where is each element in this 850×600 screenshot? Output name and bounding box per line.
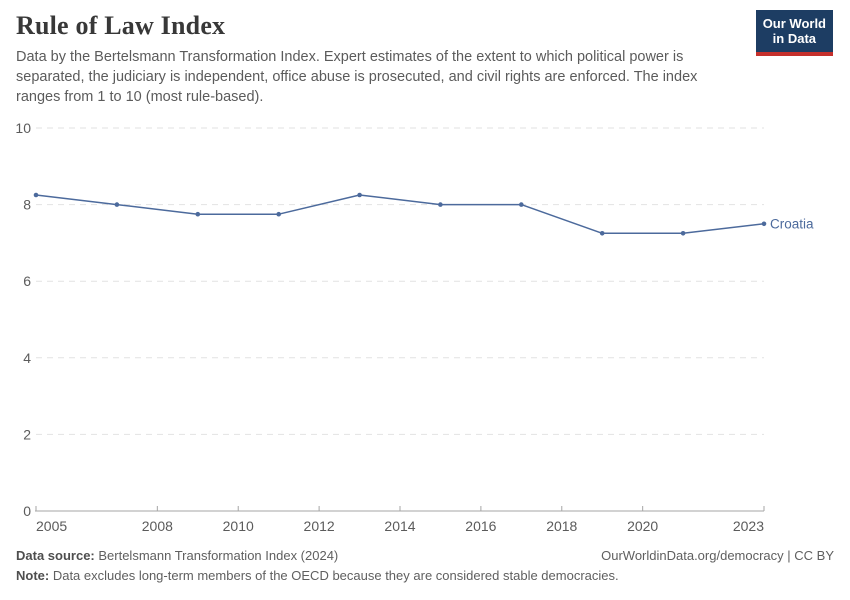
owid-logo[interactable]: Our World in Data bbox=[755, 10, 833, 56]
data-point[interactable] bbox=[357, 192, 362, 198]
data-point[interactable] bbox=[276, 211, 282, 217]
owid-license-link[interactable]: OurWorldinData.org/democracy | CC BY bbox=[601, 548, 834, 563]
page-title: Rule of Law Index bbox=[16, 11, 226, 40]
x-axis-tick-label: 2010 bbox=[223, 518, 254, 534]
y-axis-tick-label: 8 bbox=[23, 197, 31, 213]
x-axis-tick-label: 2008 bbox=[142, 518, 173, 534]
data-source-label: Data source: bbox=[16, 548, 95, 563]
data-point[interactable] bbox=[438, 202, 443, 207]
y-axis-tick-label: 6 bbox=[23, 273, 31, 289]
chart-footer: Data source: Bertelsmann Transformation … bbox=[16, 546, 834, 586]
note-text: Data excludes long-term members of the O… bbox=[49, 568, 619, 584]
x-axis-tick-label: 2014 bbox=[384, 518, 415, 534]
series-label[interactable]: Croatia bbox=[770, 216, 814, 231]
data-point[interactable] bbox=[195, 211, 201, 217]
y-axis-tick-label: 4 bbox=[23, 350, 31, 366]
note-label: Note: bbox=[16, 568, 50, 584]
data-source: Data source: Bertelsmann Transformation … bbox=[16, 546, 338, 566]
chart-header: Rule of Law Index Data by the Bertelsman… bbox=[16, 10, 756, 107]
data-source-text: Bertelsmann Transformation Index (2024) bbox=[94, 548, 339, 563]
x-axis-tick-label: 2012 bbox=[304, 518, 335, 534]
data-point[interactable] bbox=[761, 221, 767, 227]
chart-subtitle: Data by the Bertelsmann Transformation I… bbox=[16, 49, 698, 106]
series-line[interactable] bbox=[35, 194, 765, 235]
x-axis-tick-label: 2020 bbox=[627, 518, 658, 534]
owid-logo-line1: Our World bbox=[762, 16, 826, 31]
owid-logo-line2: in Data bbox=[772, 31, 817, 47]
y-axis-tick-label: 10 bbox=[15, 120, 31, 136]
x-axis-tick-label: 2018 bbox=[546, 518, 577, 534]
y-axis-tick-label: 2 bbox=[23, 426, 31, 442]
x-axis-tick-label: 2005 bbox=[36, 518, 67, 534]
note: Note: Data excludes long-term members of… bbox=[16, 568, 619, 583]
y-axis-tick-label: 0 bbox=[23, 503, 31, 519]
x-axis-tick-label: 2016 bbox=[465, 518, 496, 534]
x-axis-tick-label: 2023 bbox=[733, 518, 764, 534]
data-point[interactable] bbox=[33, 192, 39, 198]
data-point[interactable] bbox=[114, 202, 120, 207]
data-point[interactable] bbox=[599, 231, 605, 236]
data-point[interactable] bbox=[519, 202, 524, 207]
data-point[interactable] bbox=[680, 231, 686, 236]
